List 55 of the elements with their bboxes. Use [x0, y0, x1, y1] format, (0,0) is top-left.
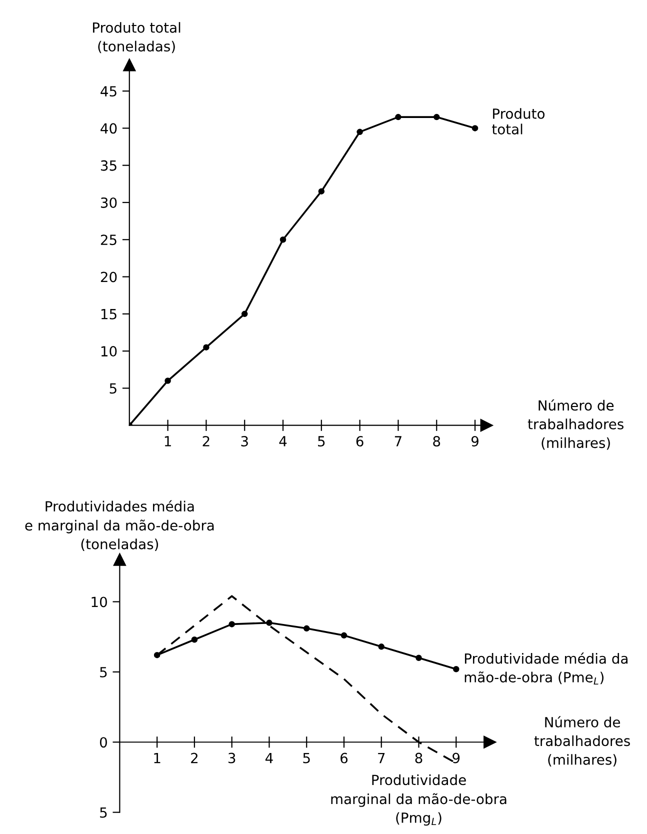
x-axis-title: Número de trabalhadores (milhares) — [528, 399, 624, 450]
point — [453, 666, 460, 672]
point — [191, 636, 198, 643]
point — [203, 344, 210, 350]
x-tick-label: 4 — [279, 436, 287, 446]
y-tick-label: 0 — [100, 737, 107, 748]
x-tick-label: 3 — [241, 436, 248, 447]
x-tick-label: 5 — [303, 752, 310, 764]
x-tick-label: 6 — [356, 436, 364, 447]
y-tick-label: 5 — [110, 383, 116, 394]
text: Produtividade marginal da mão-de-obra (Pmg$_{L}$) — [331, 774, 506, 826]
point — [378, 644, 384, 650]
x-tick-label: 6 — [340, 752, 348, 764]
x-tick-label: 7 — [394, 436, 402, 446]
y-tick-label: 5 — [100, 667, 107, 678]
x-tick-label: 2 — [202, 436, 210, 446]
point — [228, 621, 235, 628]
point — [433, 114, 440, 120]
point — [416, 654, 422, 662]
point — [164, 378, 171, 384]
series-label: Produtividade média da mão-de-obra (Pme$_{L}$) — [464, 652, 628, 685]
y-tick-label: 30 — [100, 197, 117, 208]
point — [395, 114, 402, 120]
x-tick-label: 3 — [228, 752, 236, 764]
x-tick-label: 9 — [471, 436, 478, 447]
x-tick-label: 1 — [164, 436, 171, 446]
y-tick-label: 10 — [101, 346, 117, 357]
x-tick-label: 2 — [191, 752, 198, 764]
point — [340, 632, 348, 639]
point — [472, 125, 478, 132]
y-axis-title: Produto total (toneladas) — [93, 22, 180, 54]
x-axis-title: Número de trabalhadores (milhares) — [534, 716, 630, 767]
point — [356, 128, 363, 136]
x-tick-label: 1 — [154, 752, 160, 764]
y-tick-label: 20 — [100, 272, 117, 282]
point — [266, 620, 272, 626]
y-tick-label: 25 — [100, 234, 116, 246]
x-tick-label: 5 — [318, 436, 325, 447]
x-tick-label: 4 — [265, 752, 273, 764]
x-tick-label: 7 — [378, 752, 385, 764]
y-tick-label: 15 — [101, 309, 116, 320]
point — [303, 625, 310, 632]
y-tick-label: 5 — [100, 807, 107, 818]
y-tick-label: 40 — [100, 123, 117, 134]
x-tick-label: 9 — [452, 752, 460, 764]
x-tick-label: 8 — [433, 436, 440, 447]
point — [280, 236, 286, 243]
y-tick-label: 45 — [100, 86, 116, 97]
y-axis-title: Produtividades média e marginal da mão-de-obra (toneladas) — [25, 500, 214, 551]
point — [318, 188, 325, 194]
point — [241, 310, 248, 318]
y-tick-label: 10 — [92, 596, 107, 608]
y-tick-label: 35 — [100, 160, 116, 171]
x-tick-label: 8 — [415, 752, 422, 764]
annotation: Produto total — [492, 108, 545, 134]
